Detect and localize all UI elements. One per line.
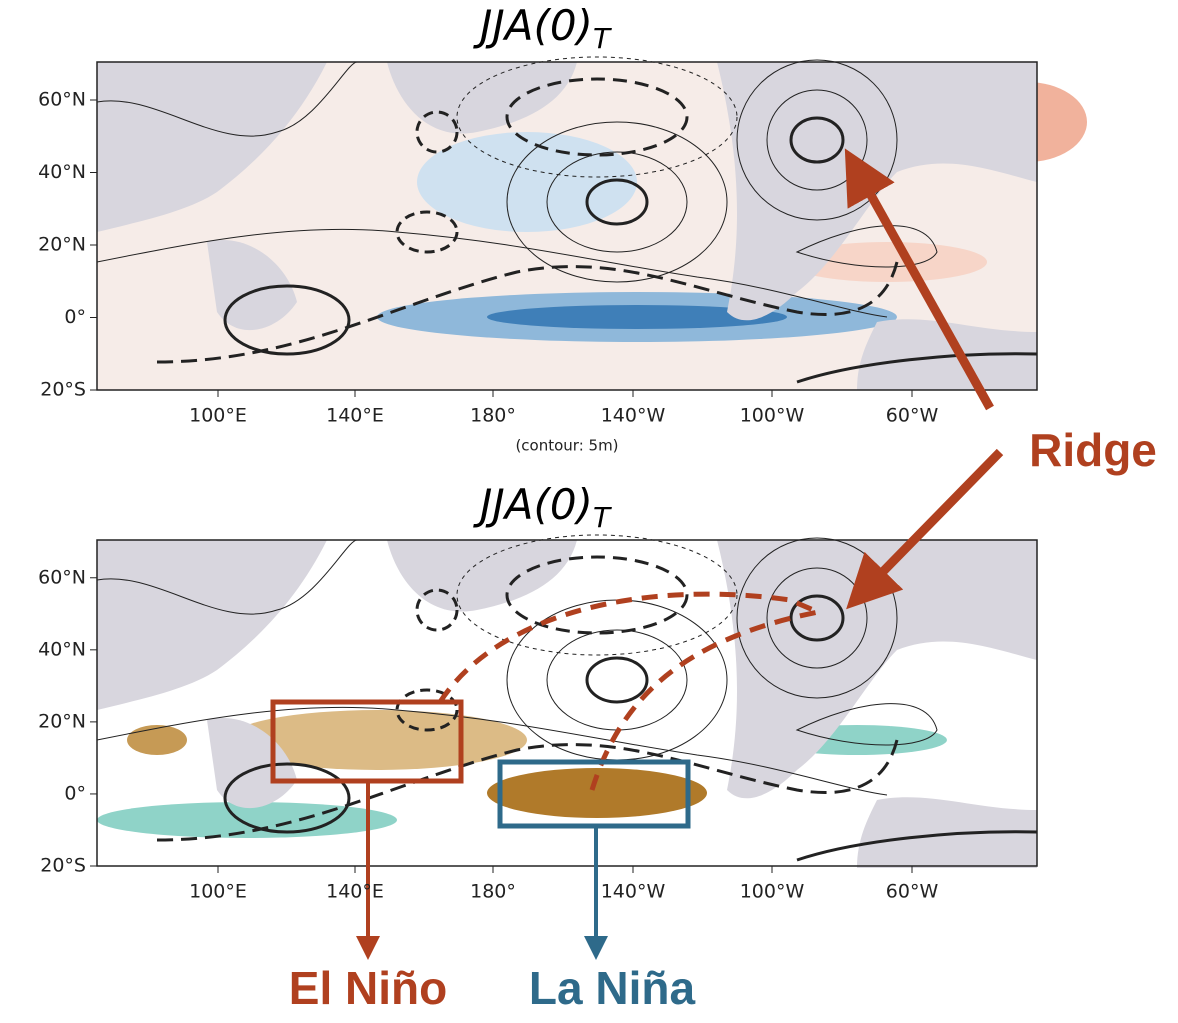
title-sub: T (593, 501, 612, 534)
lat-label: 40°N (38, 161, 86, 183)
panel-title: JJA(0)T (473, 1, 612, 56)
la-nina-label: La Niña (529, 962, 696, 1014)
lon-label: 140°W (601, 405, 666, 427)
title-main: JJA(0) (473, 1, 593, 50)
lon-label: 100°W (740, 405, 805, 427)
lon-label: 140°E (326, 405, 384, 427)
lon-label: 100°E (189, 405, 247, 427)
lat-label: 20°N (38, 234, 86, 256)
figure: JJA(0)T JJA(0)T (contour: 5m) Ridge El N… (0, 0, 1178, 1023)
lon-label: 180° (470, 405, 516, 427)
lon-label: 100°W (740, 881, 805, 903)
ridge-label: Ridge (1029, 424, 1157, 476)
lat-label: 40°N (38, 638, 86, 660)
lon-label: 140°E (326, 881, 384, 903)
lat-label: 20°S (40, 379, 86, 401)
lon-label: 140°W (601, 881, 666, 903)
title-main: JJA(0) (473, 480, 593, 529)
el-nino-label: El Niño (289, 962, 447, 1014)
map-panel (97, 535, 1037, 868)
lat-label: 60°N (38, 566, 86, 588)
title-sub: T (593, 22, 612, 55)
lon-label: 60°W (886, 405, 939, 427)
lon-label: 60°W (886, 881, 939, 903)
contour-note: (contour: 5m) (515, 437, 618, 455)
lat-label: 0° (64, 306, 86, 328)
lon-label: 100°E (189, 881, 247, 903)
lat-label: 60°N (38, 89, 86, 111)
lat-label: 20°N (38, 710, 86, 732)
lat-label: 20°S (40, 855, 86, 877)
panel-title: JJA(0)T (473, 480, 612, 535)
map-panel (97, 57, 1087, 390)
lat-label: 0° (64, 782, 86, 804)
lon-label: 180° (470, 881, 516, 903)
